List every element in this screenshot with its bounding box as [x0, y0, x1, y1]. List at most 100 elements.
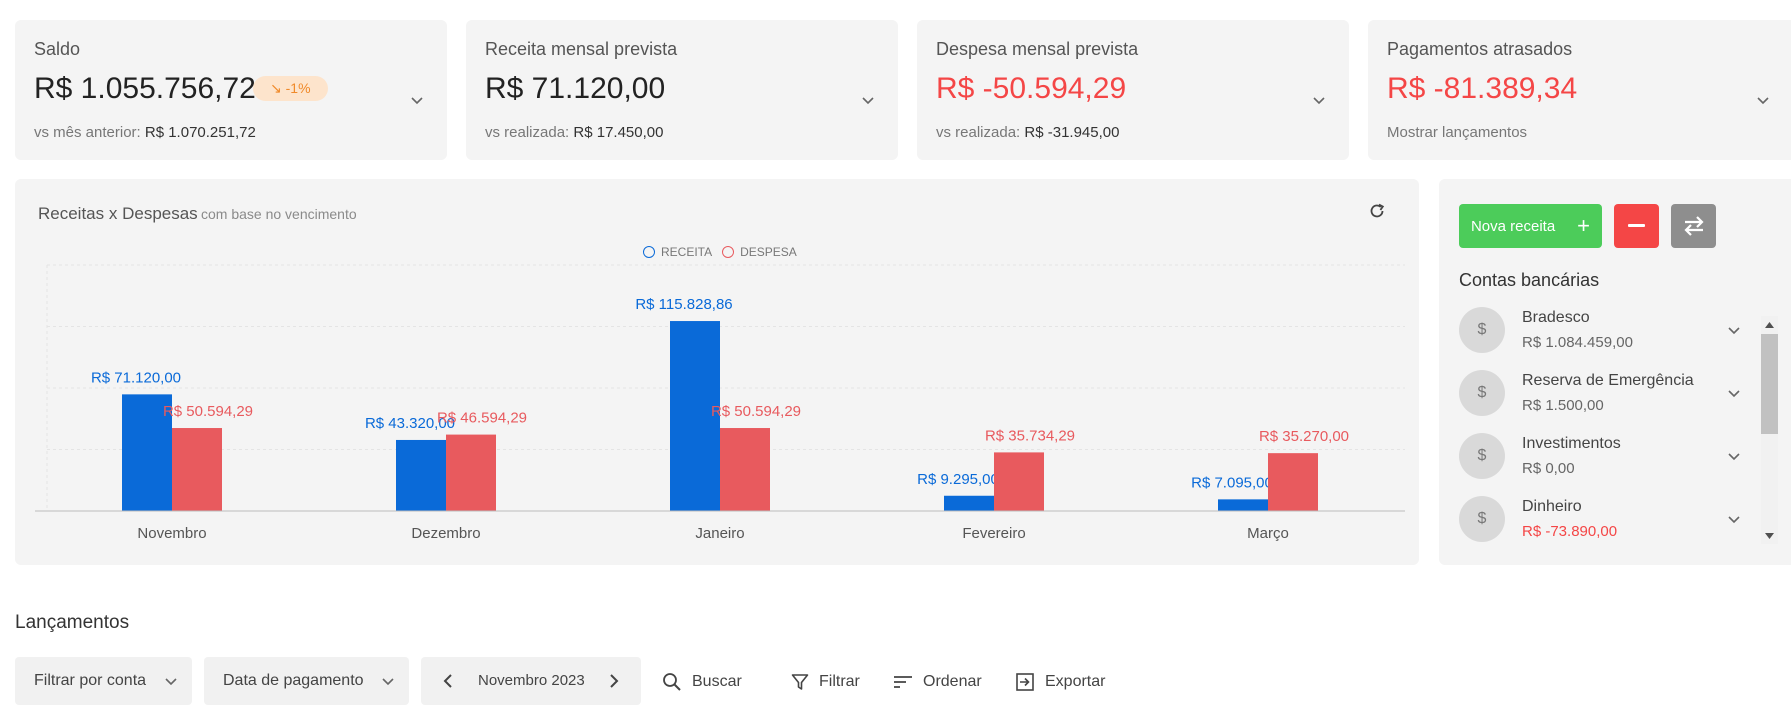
accounts-list: $ Bradesco R$ 1.084.459,00 $ Reserva de … [1459, 307, 1759, 560]
export-button[interactable]: Exportar [1015, 669, 1105, 695]
sort-button[interactable]: Ordenar [893, 669, 982, 695]
account-item[interactable]: $ Dinheiro R$ -73.890,00 [1459, 496, 1759, 559]
accounts-scrollbar[interactable] [1761, 316, 1778, 544]
card-value: R$ 71.120,00 [485, 72, 666, 105]
card-subtext: vs realizada: R$ 17.450,00 [485, 124, 664, 141]
trend-badge: ↘ -1% [253, 76, 328, 101]
refresh-icon[interactable] [1367, 201, 1387, 221]
account-balance: R$ -73.890,00 [1522, 523, 1618, 540]
card-value: R$ 1.055.756,72 [34, 72, 256, 105]
card-title: Pagamentos atrasados [1387, 39, 1573, 59]
data-label-receita: R$ 115.828,86 [635, 296, 732, 313]
summary-card-saldo[interactable]: Saldo R$ 1.055.756,72 ↘ -1% vs mês anter… [15, 20, 447, 160]
chevron-down-icon[interactable] [1311, 92, 1327, 108]
account-filter-dropdown[interactable]: Filtrar por conta [15, 657, 192, 705]
bar-receita [1218, 499, 1268, 511]
search-button[interactable]: Buscar [662, 669, 742, 695]
bar-receita [122, 394, 172, 511]
data-label-despesa: R$ 50.594,29 [711, 403, 801, 420]
new-expense-button[interactable] [1614, 204, 1659, 248]
dollar-icon: $ [1459, 370, 1505, 416]
date-filter-label: Data de pagamento [223, 672, 364, 689]
transactions-title: Lançamentos [15, 612, 130, 633]
account-balance: R$ 1.084.459,00 [1522, 334, 1633, 351]
filter-label: Filtrar [819, 673, 860, 690]
bar-receita [944, 495, 994, 511]
account-name: Reserva de Emergência [1522, 372, 1694, 389]
data-label-despesa: R$ 46.594,29 [437, 410, 527, 427]
scrollbar-thumb[interactable] [1761, 334, 1778, 434]
account-name: Investimentos [1522, 435, 1621, 452]
x-tick-label: Dezembro [411, 525, 480, 542]
data-label-despesa: R$ 35.270,00 [1259, 428, 1349, 445]
bar-despesa [1268, 453, 1318, 511]
bar-despesa [446, 434, 496, 511]
chevron-down-icon[interactable] [1727, 449, 1741, 463]
card-subtext: vs realizada: R$ -31.945,00 [936, 124, 1120, 141]
data-label-receita: R$ 7.095,00 [1191, 474, 1273, 491]
account-balance: R$ 1.500,00 [1522, 397, 1604, 414]
account-item[interactable]: $ Investimentos R$ 0,00 [1459, 433, 1759, 496]
data-label-despesa: R$ 35.734,29 [985, 427, 1075, 444]
chevron-left-icon[interactable] [441, 673, 457, 689]
bar-receita [396, 439, 446, 511]
card-value: R$ -50.594,29 [936, 72, 1127, 105]
filter-icon [791, 674, 809, 690]
dollar-icon: $ [1459, 433, 1505, 479]
card-title: Receita mensal prevista [485, 39, 678, 59]
account-balance: R$ 0,00 [1522, 460, 1575, 477]
accounts-title: Contas bancárias [1459, 270, 1600, 290]
chevron-down-icon[interactable] [1727, 512, 1741, 526]
legend-item-despesa[interactable]: DESPESA [722, 245, 797, 259]
search-label: Buscar [692, 673, 742, 690]
data-label-receita: R$ 71.120,00 [91, 369, 181, 386]
chart-title: Receitas x Despesas [38, 204, 198, 223]
scroll-down-arrow-icon[interactable] [1761, 527, 1778, 544]
bar-chart: R$ 71.120,00 R$ 50.594,29 Novembro R$ 43.32… [35, 264, 1405, 542]
filter-button[interactable]: Filtrar [791, 669, 860, 695]
period-label: Novembro 2023 [478, 672, 585, 689]
summary-card-despesa[interactable]: Despesa mensal prevista R$ -50.594,29 vs… [917, 20, 1349, 160]
x-tick-label: Fevereiro [962, 525, 1025, 542]
plus-icon: + [1577, 213, 1591, 238]
search-icon [663, 673, 681, 691]
legend-item-receita[interactable]: RECEITA [643, 245, 712, 259]
transfer-icon [1683, 216, 1704, 236]
chevron-down-icon[interactable] [1727, 386, 1741, 400]
chevron-down-icon[interactable] [1755, 92, 1771, 108]
chevron-down-icon[interactable] [1727, 323, 1741, 337]
chevron-down-icon[interactable] [409, 92, 425, 108]
card-title: Saldo [34, 39, 81, 59]
card-title: Despesa mensal prevista [936, 39, 1139, 59]
chevron-right-icon[interactable] [605, 673, 621, 689]
bar-despesa [720, 428, 770, 511]
sort-icon [894, 676, 912, 688]
transfer-button[interactable] [1671, 204, 1716, 248]
export-label: Exportar [1045, 673, 1106, 690]
new-income-button[interactable]: Nova receita + [1459, 204, 1602, 248]
new-income-label: Nova receita [1470, 217, 1556, 235]
bar-despesa [172, 428, 222, 511]
dollar-icon: $ [1459, 496, 1505, 542]
account-name: Dinheiro [1522, 498, 1582, 515]
date-filter-dropdown[interactable]: Data de pagamento [204, 657, 409, 705]
account-filter-label: Filtrar por conta [34, 672, 147, 689]
dollar-icon: $ [1459, 307, 1505, 353]
scroll-up-arrow-icon[interactable] [1761, 316, 1778, 333]
chevron-down-icon [382, 678, 394, 686]
x-tick-label: Janeiro [695, 525, 744, 542]
account-item[interactable]: $ Reserva de Emergência R$ 1.500,00 [1459, 370, 1759, 433]
show-entries-link[interactable]: Mostrar lançamentos [1387, 124, 1528, 141]
chart-subtitle: com base no vencimento [201, 206, 357, 222]
accounts-panel: Nova receita + Contas bancárias $ Brades… [1439, 179, 1791, 565]
data-label-receita: R$ 9.295,00 [917, 471, 999, 488]
chevron-down-icon[interactable] [860, 92, 876, 108]
period-selector: Novembro 2023 [421, 657, 641, 705]
account-item[interactable]: $ Bradesco R$ 1.084.459,00 [1459, 307, 1759, 370]
card-value: R$ -81.389,34 [1387, 72, 1578, 105]
summary-card-atrasados[interactable]: Pagamentos atrasados R$ -81.389,34 Mostr… [1368, 20, 1791, 160]
summary-card-receita[interactable]: Receita mensal prevista R$ 71.120,00 vs … [466, 20, 898, 160]
chevron-down-icon [165, 678, 177, 686]
export-icon [1016, 673, 1034, 691]
bar-despesa [994, 452, 1044, 511]
